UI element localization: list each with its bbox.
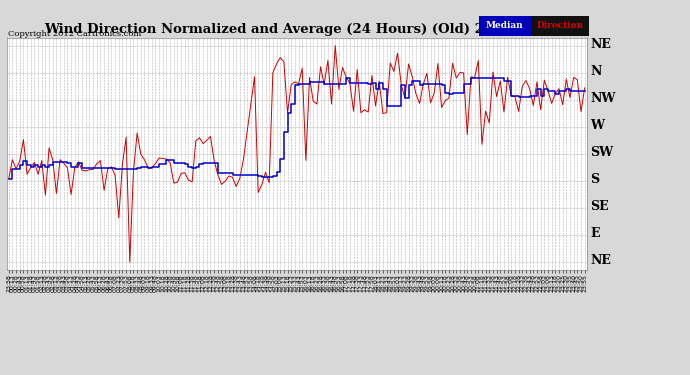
Text: E: E [590, 227, 600, 240]
Text: NW: NW [590, 92, 615, 105]
Text: N: N [590, 65, 601, 78]
Text: SE: SE [590, 200, 609, 213]
Text: NE: NE [590, 254, 611, 267]
Title: Wind Direction Normalized and Average (24 Hours) (Old) 20121019: Wind Direction Normalized and Average (2… [45, 23, 549, 36]
Text: Direction: Direction [536, 21, 584, 30]
Text: SW: SW [590, 146, 613, 159]
Text: S: S [590, 173, 599, 186]
Text: Median: Median [486, 21, 524, 30]
Text: W: W [590, 119, 604, 132]
Text: NE: NE [590, 38, 611, 51]
Text: Copyright 2012 Cartronics.com: Copyright 2012 Cartronics.com [8, 30, 141, 38]
